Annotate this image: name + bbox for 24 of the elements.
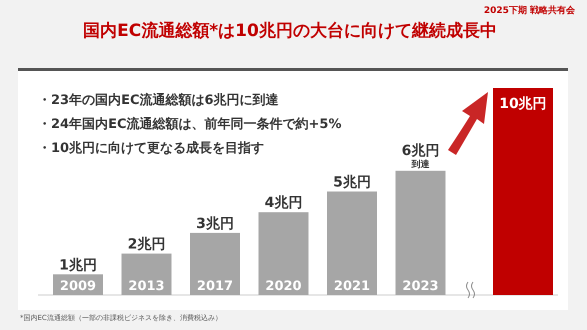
data-label: 6兆円 (402, 142, 440, 159)
data-label: 5兆円 (333, 174, 371, 190)
x-tick-label: 2017 (196, 279, 234, 294)
annotation: ・24年国内EC流通総額は、前年同一条件で約+5% (38, 116, 342, 132)
bar (190, 232, 240, 295)
data-label: 3兆円 (196, 216, 234, 232)
data-label: 4兆円 (264, 195, 302, 212)
bar (327, 192, 377, 295)
data-label: 2兆円 (128, 236, 166, 253)
chart-subtitle: 2025下期 戦略共有会 (484, 5, 576, 16)
x-tick-label: 2020 (265, 279, 302, 294)
data-label: 1兆円 (59, 257, 97, 274)
x-tick-label: 2021 (334, 279, 370, 294)
bar (258, 212, 308, 295)
chart-title: 国内EC流通総額*は10兆円の大台に向けて継続成長中 (83, 21, 497, 41)
bar (122, 254, 172, 295)
data-label: 10兆円 (499, 96, 547, 112)
x-tick-label: 2013 (128, 279, 165, 294)
x-tick-label: 2023 (402, 279, 439, 294)
x-tick-label: 2009 (60, 279, 96, 294)
bar (396, 170, 446, 295)
annotation: 到達 (410, 158, 430, 170)
annotation: ・23年の国内EC流通総額は6兆円に到達 (38, 92, 280, 108)
annotation: ・10兆円に向けて更なる成長を目指す (38, 141, 264, 156)
